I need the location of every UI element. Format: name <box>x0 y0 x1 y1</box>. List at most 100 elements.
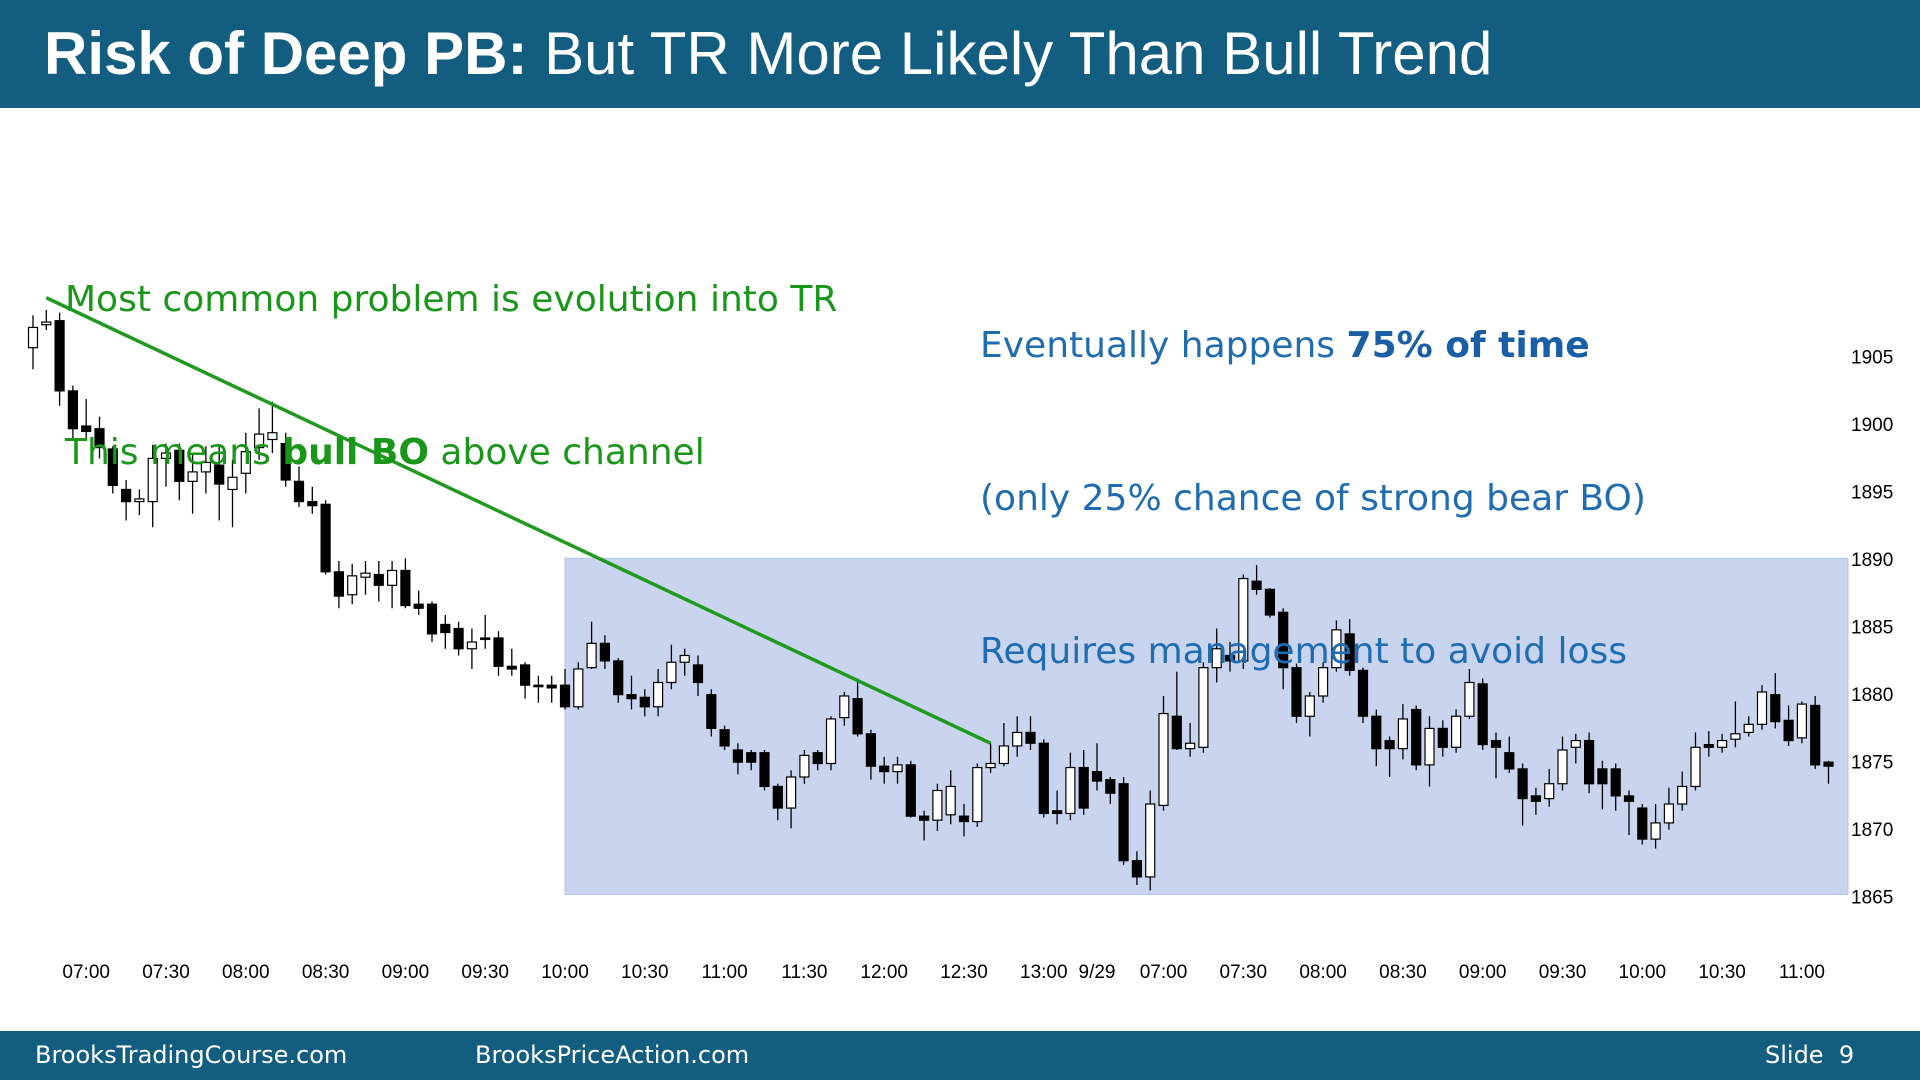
candle-body <box>932 789 943 821</box>
candle-body <box>1397 718 1409 750</box>
x-tick-label: 09:30 <box>1539 962 1587 983</box>
candle-body <box>1078 766 1089 809</box>
header: Risk of Deep PB: But TR More Likely Than… <box>0 0 1920 108</box>
candle-body <box>1038 742 1049 815</box>
candle-body <box>1331 629 1342 669</box>
candle-body <box>426 603 438 635</box>
candle-body <box>1424 727 1435 766</box>
x-tick-label: 08:00 <box>222 962 270 983</box>
candle-body <box>333 571 344 597</box>
candle-body <box>174 449 185 482</box>
candle-body <box>1796 703 1808 739</box>
candle-body <box>666 661 677 684</box>
candle-body <box>945 785 956 816</box>
note-line: Requires management to avoid loss <box>980 626 1646 677</box>
trend-line <box>45 296 992 745</box>
candle-body <box>1557 749 1568 785</box>
candle-body <box>160 452 172 460</box>
note-line: Most common problem is evolution into TR <box>65 274 837 325</box>
candle-body <box>1317 667 1329 697</box>
candle-body <box>134 498 145 503</box>
candle-body <box>746 752 757 763</box>
candle-body <box>1677 785 1688 805</box>
candle-body <box>839 695 850 719</box>
candle-body <box>267 432 278 441</box>
title: Risk of Deep PB: But TR More Likely Than… <box>44 18 1492 90</box>
candle-body <box>360 572 371 578</box>
candle-body <box>719 729 730 747</box>
candle-body <box>1065 766 1076 815</box>
candle-body <box>1171 715 1182 750</box>
candle-body <box>1716 739 1728 748</box>
candle-body <box>347 575 358 596</box>
candle-body <box>865 733 877 767</box>
candle-body <box>1291 667 1302 717</box>
candle-body <box>1703 743 1714 748</box>
candle-body <box>918 815 930 821</box>
x-tick-label: 11:00 <box>702 962 748 983</box>
x-tick-label: 11:30 <box>781 962 827 983</box>
candle-body <box>1464 681 1475 717</box>
candle-body <box>879 765 890 773</box>
candle-body <box>1357 669 1369 717</box>
candle-body <box>519 664 531 686</box>
candle-body <box>546 684 557 689</box>
footer-left: BrooksTradingCourse.com <box>35 1041 348 1069</box>
x-tick-label: 12:30 <box>940 962 988 983</box>
candle-body <box>1770 694 1781 723</box>
title-bold: Risk of Deep PB: <box>44 20 528 87</box>
candle-body <box>1570 739 1581 748</box>
candle-body <box>1198 667 1209 748</box>
candle-body <box>972 766 983 823</box>
y-tick-label: 1885 <box>1851 618 1893 639</box>
candle-body <box>1504 752 1515 770</box>
candle-body <box>400 569 411 607</box>
candle-body <box>1477 683 1488 746</box>
note-text: above channel <box>428 432 705 473</box>
x-tick-label: 9/29 <box>1079 962 1116 983</box>
candle-body <box>280 442 291 481</box>
candle-body <box>799 754 810 778</box>
candle-body <box>652 681 664 708</box>
candle-body <box>81 425 92 433</box>
candle-body <box>94 428 105 449</box>
candle-body <box>1411 708 1422 766</box>
candle-body <box>1743 723 1754 734</box>
candle-body <box>1264 588 1276 616</box>
candle-body <box>1278 611 1289 669</box>
candle-body <box>905 764 916 817</box>
x-tick-label: 07:30 <box>1220 962 1268 983</box>
candle-body <box>307 501 318 507</box>
x-tick-label: 13:00 <box>1020 962 1068 983</box>
note-text: Eventually happens <box>980 325 1347 366</box>
candle-body <box>732 749 744 763</box>
x-tick-label: 09:00 <box>1459 962 1507 983</box>
candle-body <box>1118 783 1129 862</box>
candle-body <box>1450 715 1462 748</box>
candle-body <box>1823 761 1834 767</box>
candle-body <box>1025 731 1036 744</box>
note-line: Eventually happens 75% of time <box>980 320 1646 371</box>
candle-body <box>187 471 198 482</box>
x-tick-label: 07:00 <box>62 962 110 983</box>
candle-body <box>1663 803 1675 824</box>
x-tick-label: 12:00 <box>860 962 908 983</box>
candle-body <box>692 664 704 684</box>
candle-body <box>200 461 211 473</box>
candle-body <box>1650 822 1661 840</box>
candle-body <box>1810 704 1821 766</box>
blue-note: Eventually happens 75% of time (only 25%… <box>980 218 1646 728</box>
candle-body <box>147 457 158 503</box>
candle-body <box>453 627 464 650</box>
candle-body <box>1211 648 1222 669</box>
candle-body <box>533 684 544 688</box>
candle-body <box>1623 795 1635 802</box>
x-tick-label: 10:30 <box>621 962 669 983</box>
note-bold: 75% of time <box>1346 325 1590 366</box>
y-tick-label: 1870 <box>1851 820 1893 841</box>
candle-body <box>1012 731 1023 747</box>
title-rest: But TR More Likely Than Bull Trend <box>527 20 1493 87</box>
y-tick-label: 1900 <box>1851 415 1893 436</box>
x-tick-label: 08:00 <box>1299 962 1347 983</box>
green-note: Most common problem is evolution into TR… <box>65 172 837 529</box>
